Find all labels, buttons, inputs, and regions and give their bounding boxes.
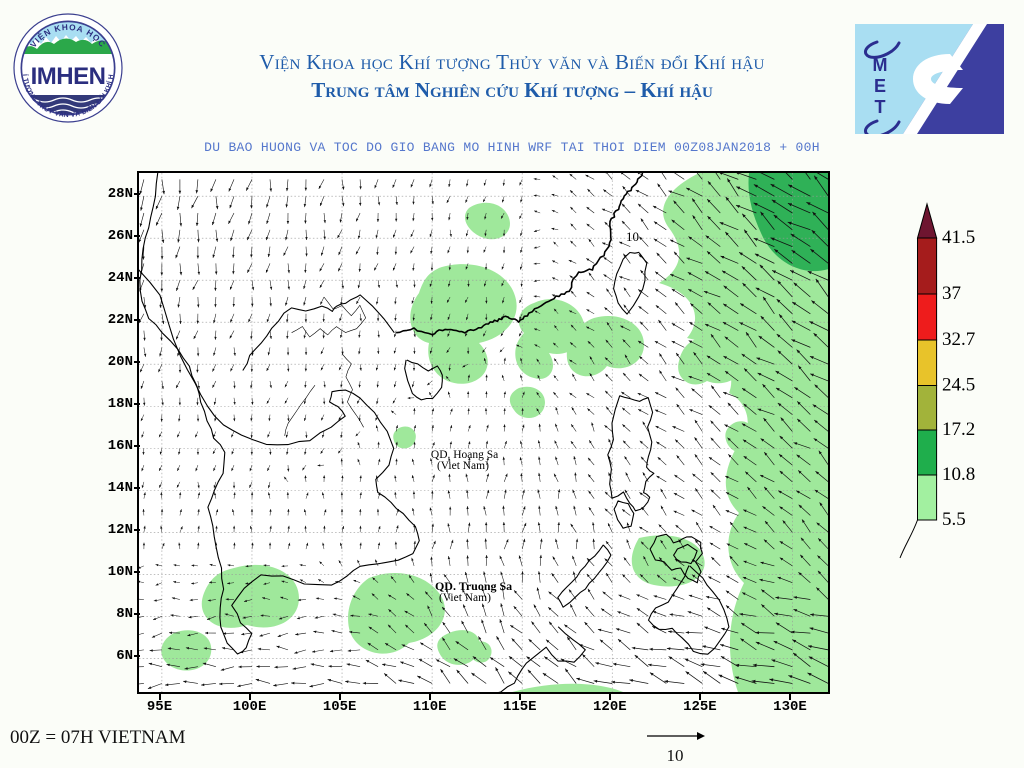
svg-text:41.5: 41.5 [942,227,975,248]
svg-text:17.2: 17.2 [942,419,975,440]
svg-text:24.5: 24.5 [942,375,975,396]
svg-text:5.5: 5.5 [942,509,966,530]
svg-text:32.7: 32.7 [942,329,975,350]
svg-text:37: 37 [942,283,961,304]
svg-text:10.8: 10.8 [942,464,975,485]
